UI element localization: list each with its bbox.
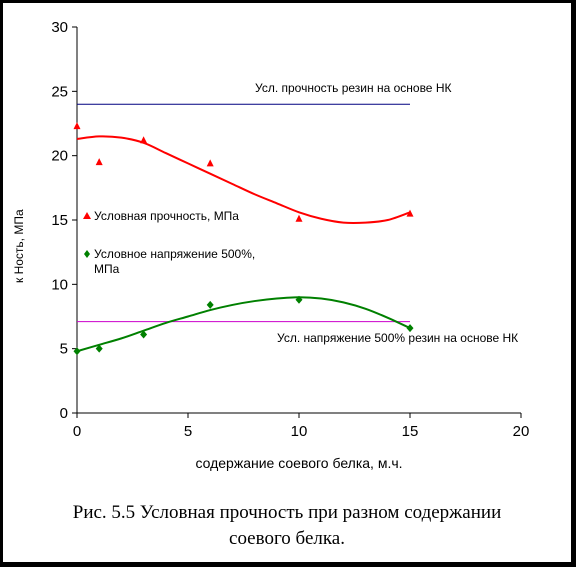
caption-line-1: Рис. 5.5 Условная прочность при разном с… — [72, 502, 502, 523]
legend-entry-strength: Условная прочность, МПа — [94, 209, 239, 223]
figure-frame: 0 5 10 15 20 25 30 0 5 10 15 20 к Ность, МПа содерж… — [3, 3, 571, 562]
y-tick-label: 15 — [51, 212, 68, 229]
trend-line-series-1 — [76, 296, 411, 353]
data-point-series-0 — [95, 158, 103, 166]
legend: Условная прочность, МПа Условное напряже… — [83, 209, 255, 276]
data-points — [73, 122, 414, 356]
y-tick-label: 10 — [51, 276, 68, 293]
data-point-series-1 — [206, 300, 214, 309]
x-tick-label: 0 — [73, 423, 81, 440]
y-tick-label: 5 — [60, 341, 68, 358]
y-axis-label: к Ность, МПа — [12, 209, 26, 283]
legend-marker-stress — [84, 250, 90, 258]
x-tick-label: 5 — [184, 423, 192, 440]
legend-entry-stress-line2: МПа — [94, 262, 120, 276]
x-axis-label: содержание соевого белка, м.ч. — [195, 455, 402, 471]
tick-group: 0 5 10 15 20 25 30 0 5 10 15 20 — [51, 19, 529, 440]
data-point-series-1 — [406, 324, 414, 333]
reference-label-stress: Усл. напряжение 500% резин на основе НК — [277, 331, 518, 345]
data-point-series-1 — [140, 330, 148, 339]
figure-caption: Рис. 5.5 Условная прочность при разном с… — [3, 500, 571, 552]
caption-line-2: соевого белка. — [229, 528, 345, 549]
legend-entry-stress-line1: Условное напряжение 500%, — [94, 247, 255, 261]
data-point-series-1 — [295, 295, 303, 304]
x-tick-label: 10 — [291, 423, 308, 440]
data-point-series-0 — [73, 122, 81, 130]
data-point-series-0 — [406, 209, 414, 217]
trend-lines — [76, 135, 411, 353]
x-tick-label: 20 — [513, 423, 530, 440]
chart: 0 5 10 15 20 25 30 0 5 10 15 20 к Ность, МПа содерж… — [12, 19, 529, 471]
data-point-series-0 — [206, 159, 214, 167]
data-point-series-1 — [95, 344, 103, 353]
y-tick-label: 20 — [51, 148, 68, 165]
legend-marker-strength — [83, 212, 91, 219]
data-point-series-1 — [73, 347, 81, 356]
x-tick-label: 15 — [402, 423, 419, 440]
data-point-series-0 — [295, 214, 303, 222]
data-point-series-0 — [140, 136, 148, 144]
y-tick-label: 30 — [51, 19, 68, 36]
y-tick-label: 25 — [51, 83, 68, 100]
trend-line-series-0 — [76, 135, 411, 224]
reference-lines — [77, 103, 410, 323]
y-tick-label: 0 — [60, 405, 68, 422]
reference-label-strength: Усл. прочность резин на основе НК — [255, 81, 451, 95]
